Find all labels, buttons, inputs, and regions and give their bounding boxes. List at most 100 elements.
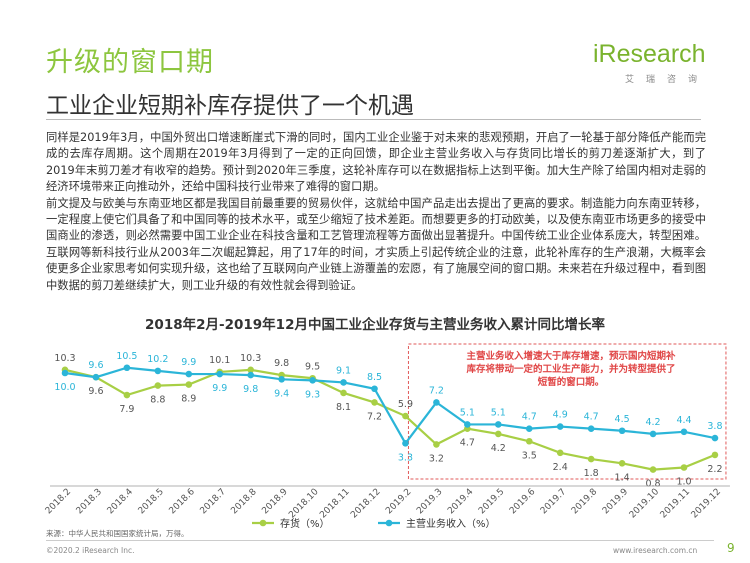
revenue-value-label: 9.1 [336, 365, 351, 376]
x-tick-label: 2018.6 [168, 487, 198, 517]
paragraph-2: 前文提及与欧美与东南亚地区都是我国目前最重要的贸易伙伴，这就给中国产品走出去提出… [46, 196, 706, 292]
revenue-value-label: 4.7 [522, 412, 537, 423]
inventory-value-label: 2.2 [707, 464, 722, 475]
footer-copyright: ©2020.2 iResearch Inc. [46, 546, 135, 555]
revenue-point [464, 421, 471, 428]
x-tick-label: 2019.8 [570, 487, 600, 517]
footer-divider [46, 540, 714, 541]
legend-label-inventory: 存货（%） [280, 517, 330, 530]
revenue-value-label: 9.4 [274, 388, 289, 399]
title-divider [46, 119, 701, 120]
inventory-value-label: 10.3 [54, 353, 75, 364]
x-tick-label: 2019.10 [628, 487, 662, 521]
inventory-value-label: 5.9 [398, 399, 413, 410]
inventory-point [556, 449, 564, 457]
revenue-value-label: 4.5 [615, 414, 630, 425]
x-tick-label: 2019.4 [446, 487, 476, 517]
revenue-value-label: 4.4 [676, 415, 691, 426]
chart-title: 2018年2月-2019年12月中国工业企业存货与主营业务收入累计同比增长率 [145, 317, 605, 333]
inventory-value-label: 4.7 [460, 438, 475, 449]
revenue-point [525, 425, 533, 432]
revenue-value-label: 4.9 [553, 410, 568, 421]
revenue-value-label: 3.8 [707, 421, 722, 432]
revenue-value-label: 8.5 [367, 372, 382, 383]
x-tick-label: 2018.8 [229, 487, 259, 517]
revenue-value-label: 7.2 [429, 385, 444, 396]
iresearch-logo: iResearch 艾瑞咨询 [593, 40, 713, 90]
annotation-text: 主营业务收入增速大于库存增速，预示国内短期补库存将带动一定的工业生产能力，并为转… [466, 351, 676, 388]
revenue-value-label: 10.2 [147, 354, 168, 365]
inventory-value-label: 3.5 [522, 450, 537, 461]
revenue-point [587, 425, 595, 432]
revenue-point [92, 373, 100, 381]
inventory-point [247, 366, 254, 374]
legend-label-revenue: 主营业务收入（%） [406, 517, 496, 530]
x-tick-label: 2018.9 [260, 487, 290, 517]
revenue-value-label: 9.6 [88, 360, 103, 371]
revenue-point [185, 370, 193, 378]
footer-url: www.iresearch.com.cn [613, 546, 698, 555]
revenue-point [123, 364, 131, 372]
x-tick-label: 2018.12 [349, 487, 382, 520]
revenue-point [340, 379, 347, 386]
x-tick-label: 2019.12 [690, 487, 723, 520]
x-tick-label: 2019.5 [477, 487, 506, 516]
x-tick-label: 2019.2 [384, 487, 413, 516]
legend-marker [385, 519, 393, 527]
inventory-value-label: 1.8 [584, 468, 599, 479]
revenue-value-label: 9.3 [305, 389, 320, 400]
revenue-point [216, 370, 224, 378]
x-tick-label: 2019.11 [659, 487, 692, 520]
revenue-point [618, 427, 626, 435]
inventory-point [587, 455, 595, 463]
revenue-point [649, 430, 657, 438]
body-text: 同样是2019年3月，中国外贸出口增速断崖式下滑的同时，国内工业企业鉴于对未来的… [46, 130, 706, 294]
source-note: 来源：中华人民共和国国家统计局，万得。 [46, 529, 189, 538]
revenue-point [433, 399, 440, 406]
inventory-value-label: 8.1 [336, 402, 351, 413]
inventory-value-label: 9.6 [88, 386, 103, 397]
inventory-value-label: 9.8 [274, 358, 289, 369]
x-tick-label: 2019.9 [601, 487, 631, 517]
x-tick-label: 2018.10 [287, 487, 321, 521]
inventory-point [154, 382, 162, 389]
page-subtitle: 工业企业短期补库存提供了一个机遇 [46, 93, 414, 119]
page-title: 升级的窗口期 [46, 47, 214, 78]
inventory-value-label: 1.0 [676, 477, 691, 488]
inventory-point [185, 381, 193, 388]
revenue-point [711, 434, 719, 442]
inventory-point [340, 389, 347, 397]
inventory-value-label: 7.2 [367, 411, 382, 422]
revenue-point [309, 377, 316, 384]
inventory-point [402, 412, 409, 420]
annotation-frame [407, 343, 727, 480]
x-tick-label: 2018.2 [44, 487, 73, 516]
paragraph-1: 同样是2019年3月，中国外贸出口增速断崖式下滑的同时，国内工业企业鉴于对未来的… [46, 131, 706, 194]
legend-marker [259, 519, 267, 527]
inventory-point [371, 399, 378, 406]
logo-wordmark: iResearch [593, 40, 706, 68]
revenue-point [556, 423, 564, 430]
x-tick-label: 2018.5 [137, 487, 166, 516]
revenue-value-label: 4.2 [645, 417, 660, 428]
inventory-point [649, 466, 657, 473]
revenue-point [154, 367, 162, 375]
page-number: 9 [727, 541, 735, 555]
revenue-value-label: 9.8 [243, 384, 258, 395]
inventory-point [680, 464, 688, 471]
revenue-point [402, 440, 409, 447]
inventory-value-label: 8.9 [181, 394, 196, 405]
revenue-value-label: 9.9 [212, 383, 227, 394]
x-tick-label: 2018.7 [199, 487, 228, 516]
revenue-point [61, 369, 69, 377]
inventory-value-label: 2.4 [553, 462, 568, 473]
inventory-point [433, 441, 440, 448]
inventory-value-label: 4.2 [491, 443, 506, 454]
inventory-value-label: 9.5 [305, 361, 320, 372]
inventory-value-label: 8.8 [150, 395, 165, 406]
x-tick-label: 2018.3 [75, 487, 104, 516]
inventory-point [525, 437, 533, 445]
x-tick-label: 2018.11 [318, 487, 351, 520]
x-tick-label: 2019.3 [415, 487, 444, 516]
x-tick-label: 2019.6 [508, 487, 538, 517]
